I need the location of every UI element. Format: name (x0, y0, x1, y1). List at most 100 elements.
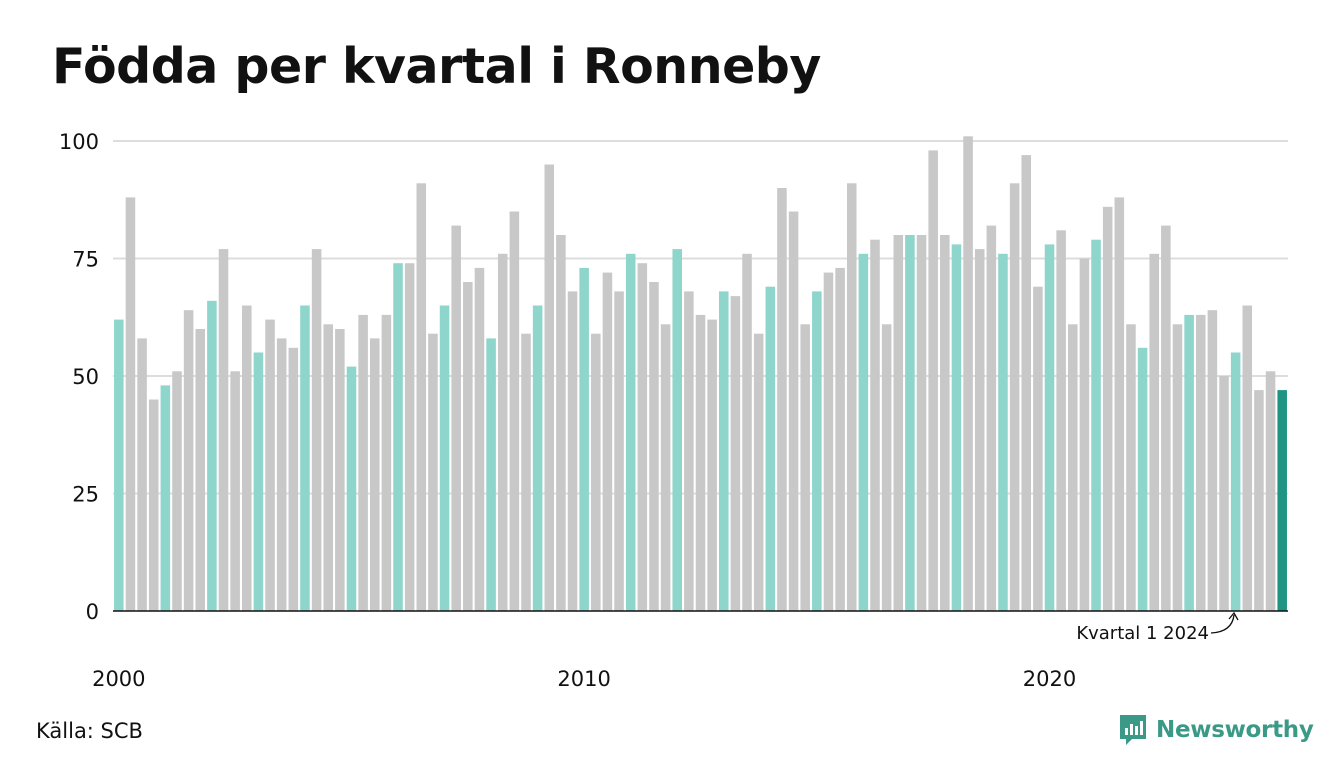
bar[interactable] (846, 183, 857, 612)
bar[interactable] (893, 235, 904, 611)
bar[interactable] (416, 183, 427, 612)
bar[interactable] (870, 239, 880, 611)
bar[interactable] (928, 150, 938, 611)
bar[interactable] (218, 249, 229, 611)
bar[interactable] (1195, 314, 1206, 611)
bar[interactable] (1161, 225, 1171, 611)
bar[interactable] (1033, 286, 1043, 611)
bar[interactable] (172, 371, 182, 611)
bar[interactable] (276, 338, 287, 611)
brand-logo[interactable]: Newsworthy (1118, 713, 1314, 747)
bar[interactable] (369, 338, 380, 611)
bar[interactable] (381, 314, 392, 611)
bar[interactable] (684, 291, 694, 611)
bar[interactable] (905, 235, 915, 611)
bar[interactable] (881, 324, 892, 611)
bar[interactable] (148, 399, 159, 612)
bar[interactable] (1044, 244, 1055, 611)
bar[interactable] (1009, 183, 1020, 612)
bar[interactable] (393, 263, 403, 611)
bar[interactable] (451, 225, 461, 611)
bar[interactable] (695, 314, 706, 611)
bar[interactable] (602, 272, 613, 611)
bar[interactable] (1102, 206, 1113, 612)
bar[interactable] (404, 263, 415, 611)
bar[interactable] (428, 333, 438, 611)
bar[interactable] (1079, 258, 1090, 612)
bar[interactable] (707, 319, 717, 611)
bar[interactable] (788, 211, 799, 612)
bar[interactable] (567, 291, 578, 611)
bar[interactable] (1021, 155, 1032, 611)
bar[interactable] (1254, 390, 1264, 611)
bar[interactable] (1172, 324, 1183, 611)
bar-latest[interactable] (1277, 390, 1287, 611)
bar[interactable] (1149, 253, 1159, 612)
bar[interactable] (1126, 324, 1136, 611)
bar[interactable] (474, 267, 485, 611)
bar[interactable] (637, 263, 648, 611)
bar[interactable] (242, 305, 252, 612)
bar[interactable] (951, 244, 962, 611)
bar[interactable] (323, 324, 333, 611)
bar[interactable] (1137, 347, 1148, 611)
bar[interactable] (579, 267, 589, 611)
bar[interactable] (556, 235, 566, 611)
bar[interactable] (777, 188, 787, 611)
bar[interactable] (544, 164, 555, 612)
bar[interactable] (916, 235, 927, 611)
bar[interactable] (730, 296, 741, 611)
bar[interactable] (823, 272, 834, 611)
bar[interactable] (486, 338, 496, 611)
bar[interactable] (1230, 352, 1241, 612)
bar[interactable] (812, 291, 822, 611)
bar[interactable] (765, 286, 776, 611)
bar[interactable] (742, 253, 752, 612)
bar[interactable] (986, 225, 997, 611)
bar[interactable] (1068, 324, 1078, 611)
bar[interactable] (183, 310, 194, 611)
bar[interactable] (858, 253, 869, 612)
bar[interactable] (614, 291, 624, 611)
bar[interactable] (288, 347, 299, 611)
bar[interactable] (114, 319, 124, 611)
bar[interactable] (625, 253, 636, 612)
bar[interactable] (230, 371, 240, 611)
bar[interactable] (1219, 376, 1229, 611)
bar[interactable] (1242, 305, 1253, 612)
bar[interactable] (998, 253, 1008, 612)
bar[interactable] (719, 291, 729, 611)
bar[interactable] (1056, 230, 1066, 612)
bar[interactable] (463, 282, 473, 611)
bar[interactable] (125, 197, 136, 611)
bar[interactable] (137, 338, 147, 611)
bar[interactable] (963, 136, 973, 612)
bar[interactable] (660, 324, 671, 611)
bar[interactable] (1091, 239, 1101, 611)
bar[interactable] (974, 249, 985, 611)
bar[interactable] (497, 253, 508, 612)
bar[interactable] (300, 305, 310, 612)
bar[interactable] (195, 329, 206, 611)
bar[interactable] (1265, 371, 1276, 611)
bar[interactable] (207, 300, 217, 611)
bar[interactable] (509, 211, 520, 612)
bar[interactable] (1114, 197, 1125, 611)
bar[interactable] (835, 267, 845, 611)
bar[interactable] (1207, 310, 1218, 611)
bar[interactable] (940, 235, 950, 611)
bar[interactable] (672, 249, 682, 611)
bar[interactable] (532, 305, 543, 612)
bar[interactable] (521, 333, 531, 611)
bar[interactable] (311, 249, 322, 611)
bar[interactable] (591, 333, 601, 611)
bar[interactable] (253, 352, 264, 612)
bar[interactable] (800, 324, 810, 611)
bar[interactable] (335, 329, 345, 611)
bar[interactable] (649, 282, 659, 611)
bar[interactable] (753, 333, 764, 611)
bar[interactable] (439, 305, 450, 612)
bar[interactable] (160, 385, 171, 611)
bar[interactable] (1184, 314, 1194, 611)
bar[interactable] (265, 319, 275, 611)
